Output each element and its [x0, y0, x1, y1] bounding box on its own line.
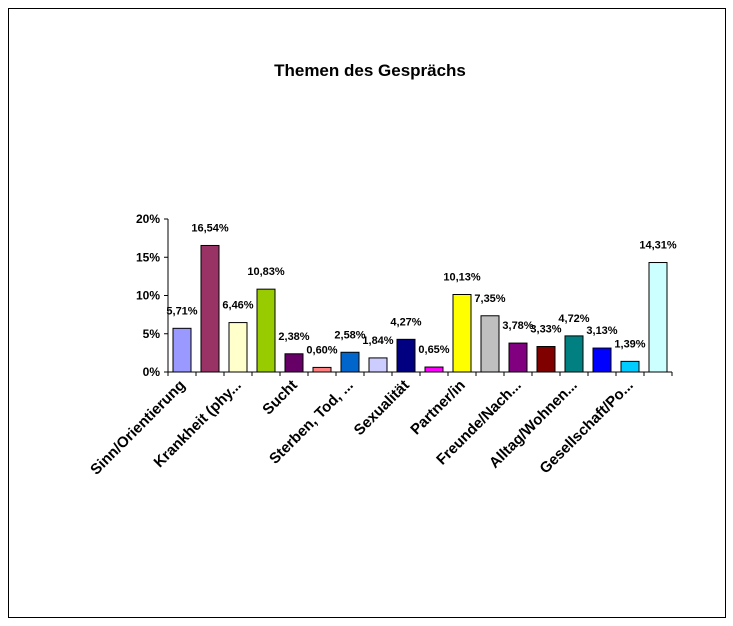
value-label: 6,46%: [222, 300, 253, 312]
bar: [340, 351, 360, 373]
value-label: 1,84%: [362, 335, 393, 347]
bar: [256, 288, 276, 373]
bar: [620, 360, 640, 373]
bar: [592, 347, 612, 373]
value-label: 3,33%: [530, 324, 561, 336]
bar: [424, 366, 444, 373]
value-label: 10,13%: [443, 272, 481, 284]
bar: [172, 327, 192, 373]
bar: [368, 357, 388, 373]
value-label: 4,72%: [558, 313, 589, 325]
bar: [200, 244, 220, 373]
bar: [452, 294, 472, 373]
chart-frame: [8, 8, 726, 618]
value-label: 4,27%: [390, 316, 421, 328]
value-label: 2,58%: [334, 329, 365, 341]
value-label: 0,60%: [306, 344, 337, 356]
bar: [564, 335, 584, 373]
bar: [480, 315, 500, 373]
value-label: 1,39%: [614, 338, 645, 350]
y-tick-label: 5%: [143, 327, 161, 341]
value-label: 5,71%: [166, 305, 197, 317]
value-label: 3,78%: [502, 320, 533, 332]
bar: [508, 342, 528, 373]
value-label: 2,38%: [278, 331, 309, 343]
bar: [648, 262, 668, 373]
bar: [228, 322, 248, 373]
value-label: 7,35%: [474, 293, 505, 305]
value-label: 16,54%: [191, 222, 229, 234]
bar: [396, 338, 416, 373]
bar: [536, 346, 556, 373]
y-tick-label: 0%: [143, 365, 161, 379]
bar: [312, 366, 332, 373]
value-label: 14,31%: [639, 240, 677, 252]
value-label: 0,65%: [418, 344, 449, 356]
value-label: 10,83%: [247, 266, 285, 278]
y-tick-label: 10%: [136, 289, 160, 303]
chart-title: Themen des Gesprächs: [274, 61, 466, 80]
value-label: 3,13%: [586, 325, 617, 337]
y-tick-label: 15%: [136, 250, 160, 264]
y-tick-label: 20%: [136, 212, 160, 226]
bar: [284, 353, 304, 373]
